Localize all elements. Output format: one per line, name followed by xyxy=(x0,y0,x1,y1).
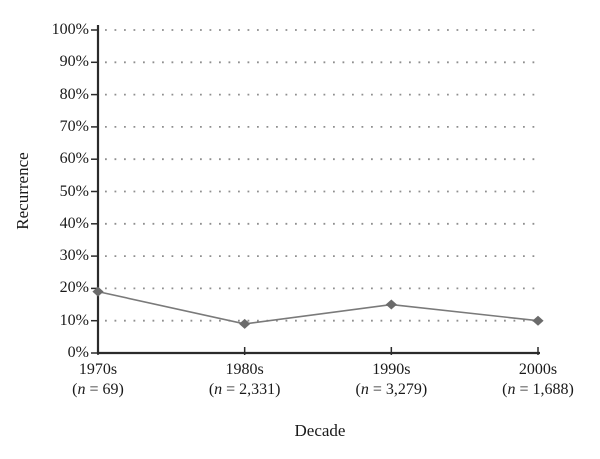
data-point-marker xyxy=(532,315,544,326)
y-axis-title: Recurrence xyxy=(13,152,32,230)
x-axis-title: Decade xyxy=(294,421,346,440)
series-line xyxy=(97,290,539,325)
data-point-marker xyxy=(385,299,397,310)
data-point-marker xyxy=(239,318,251,329)
data-point-marker xyxy=(92,286,104,297)
